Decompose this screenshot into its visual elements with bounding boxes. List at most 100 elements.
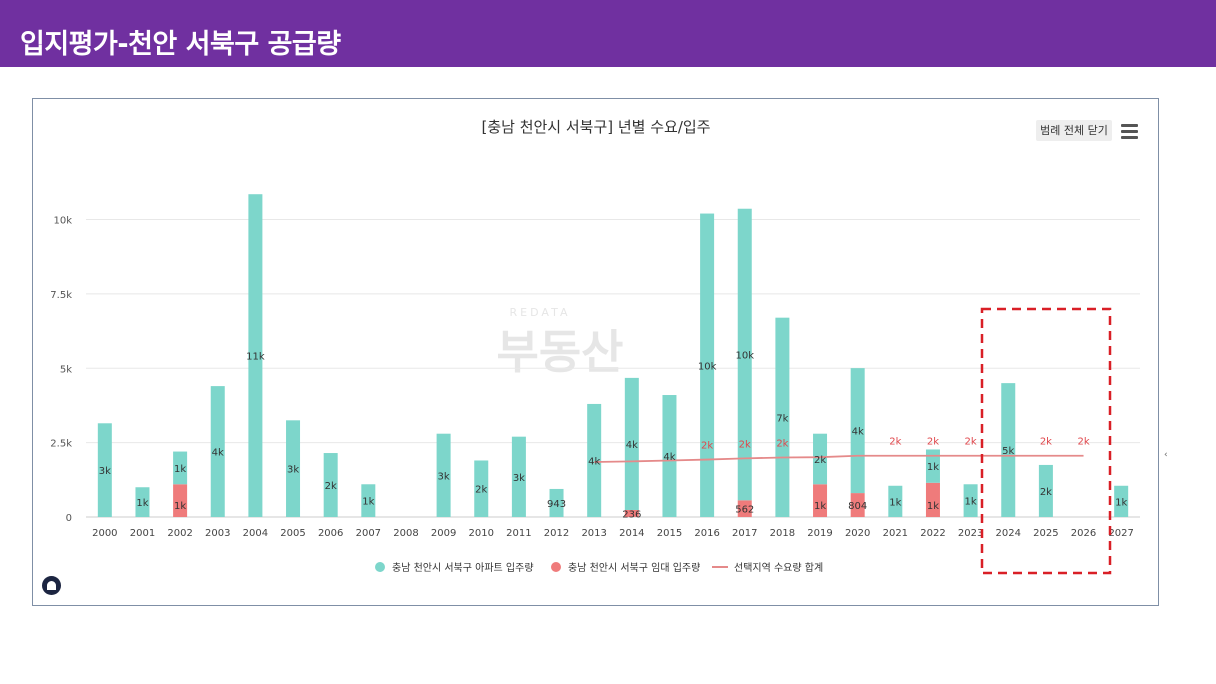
rental-bar-2019	[813, 484, 828, 517]
x-tick-label: 2009	[431, 528, 456, 539]
apartment-data-label: 10k	[735, 351, 754, 362]
watermark-text: 부동산	[497, 325, 624, 379]
apartment-data-label: 4k	[663, 452, 675, 463]
demand-data-label: 2k	[776, 439, 788, 450]
x-tick-label: 2003	[205, 528, 230, 539]
demand-data-label: 2k	[1077, 437, 1089, 448]
x-tick-label: 2018	[770, 528, 795, 539]
y-tick-label: 10k	[53, 216, 72, 227]
apartment-data-label: 1k	[1115, 497, 1127, 508]
apartment-data-label: 7k	[776, 413, 788, 424]
apartment-bar-2011	[511, 436, 526, 517]
slide-title: 입지평가-천안 서북구 공급량	[20, 29, 341, 60]
apartment-bar-2024	[1001, 383, 1016, 517]
hamburger-menu-icon[interactable]	[1121, 124, 1138, 139]
chart-title: [충남 천안시 서북구] 년별 수요/입주	[481, 118, 710, 136]
rental-bar-2014	[624, 509, 639, 517]
apartment-data-label: 4k	[852, 427, 864, 438]
apartment-bar-2015	[662, 395, 677, 517]
apartment-bar-2017	[737, 208, 752, 501]
apartment-bar-2004	[248, 194, 263, 517]
apartment-bar-2005	[286, 420, 301, 517]
apartment-bar-2016	[700, 213, 715, 518]
y-tick-label: 0	[66, 513, 72, 524]
x-tick-label: 2013	[581, 528, 606, 539]
apartment-data-label: 2k	[325, 481, 337, 492]
apartment-data-label: 3k	[438, 471, 450, 482]
x-tick-label: 2014	[619, 528, 644, 539]
x-tick-label: 2023	[958, 528, 983, 539]
y-tick-label: 2.5k	[50, 439, 72, 450]
apartment-data-label: 1k	[889, 497, 901, 508]
rental-data-label: 1k	[814, 501, 826, 512]
x-tick-label: 2006	[318, 528, 343, 539]
x-tick-label: 2012	[544, 528, 569, 539]
apartment-data-label: 3k	[287, 465, 299, 476]
x-tick-label: 2002	[167, 528, 192, 539]
apartment-bar-2009	[436, 433, 451, 517]
apartment-bar-2003	[210, 386, 225, 517]
legend-rental-label: 충남 천안시 서북구 임대 입주량	[568, 561, 700, 574]
rental-bar-2002	[173, 484, 188, 517]
apartment-bar-2007	[361, 484, 376, 517]
chart-frame	[32, 98, 1159, 606]
rental-data-label: 804	[848, 501, 867, 512]
apartment-data-label: 2k	[814, 455, 826, 466]
apartment-bar-2027	[1114, 485, 1129, 517]
apartment-data-label: 3k	[99, 466, 111, 477]
watermark-subtext: REDATA	[510, 306, 571, 319]
apartment-bar-2010	[474, 460, 489, 517]
y-tick-label: 5k	[60, 364, 72, 375]
y-tick-label: 7.5k	[50, 290, 72, 301]
demand-data-label: 2k	[1040, 437, 1052, 448]
legend-demand-label: 선택지역 수요량 합계	[734, 562, 823, 574]
apartment-bar-2012	[549, 488, 564, 517]
apartment-bar-2002	[173, 451, 188, 485]
apartment-bar-2006	[323, 453, 338, 517]
demand-data-label: 2k	[889, 437, 901, 448]
slide-header: 입지평가-천안 서북구 공급량	[0, 0, 1216, 67]
apartment-data-label: 4k	[626, 440, 638, 451]
legend-toggle-button[interactable]: 범례 전체 닫기	[1036, 120, 1112, 141]
legend-apartment-label: 충남 천안시 서북구 아파트 입주량	[392, 561, 534, 574]
rental-bar-2020	[850, 493, 865, 517]
legend-apartment-marker	[375, 562, 385, 572]
x-tick-label: 2026	[1071, 528, 1096, 539]
rental-data-label: 562	[735, 505, 754, 516]
x-tick-label: 2001	[130, 528, 155, 539]
rental-bar-2022	[925, 482, 940, 517]
apartment-data-label: 2k	[1040, 487, 1052, 498]
x-tick-label: 2016	[694, 528, 719, 539]
apartment-data-label: 11k	[246, 352, 265, 363]
demand-line	[594, 454, 1084, 463]
apartment-bar-2025	[1038, 464, 1053, 517]
x-tick-label: 2024	[996, 528, 1021, 539]
scroll-indicator-icon: ‹	[1164, 450, 1168, 460]
demand-data-label: 2k	[965, 437, 977, 448]
x-tick-label: 2027	[1108, 528, 1133, 539]
apartment-bar-2020	[850, 368, 865, 494]
x-tick-label: 2011	[506, 528, 531, 539]
x-tick-label: 2021	[883, 528, 908, 539]
x-tick-label: 2007	[356, 528, 381, 539]
demand-data-label: 2k	[927, 437, 939, 448]
apartment-bar-2021	[888, 485, 903, 517]
home-logo-icon	[42, 576, 61, 595]
rental-bar-2017	[737, 500, 752, 517]
apartment-data-label: 1k	[174, 464, 186, 475]
x-tick-label: 2015	[657, 528, 682, 539]
apartment-bar-2014	[624, 377, 639, 510]
apartment-data-label: 2k	[475, 485, 487, 496]
legend-rental-marker	[551, 562, 561, 572]
apartment-data-label: 10k	[698, 361, 717, 372]
x-tick-label: 2022	[920, 528, 945, 539]
apartment-data-label: 1k	[927, 462, 939, 473]
apartment-bar-2022	[925, 449, 940, 483]
apartment-data-label: 4k	[212, 448, 224, 459]
x-tick-label: 2000	[92, 528, 117, 539]
x-tick-label: 2019	[807, 528, 832, 539]
x-tick-label: 2020	[845, 528, 870, 539]
apartment-data-label: 1k	[965, 497, 977, 508]
demand-data-label: 2k	[701, 441, 713, 452]
